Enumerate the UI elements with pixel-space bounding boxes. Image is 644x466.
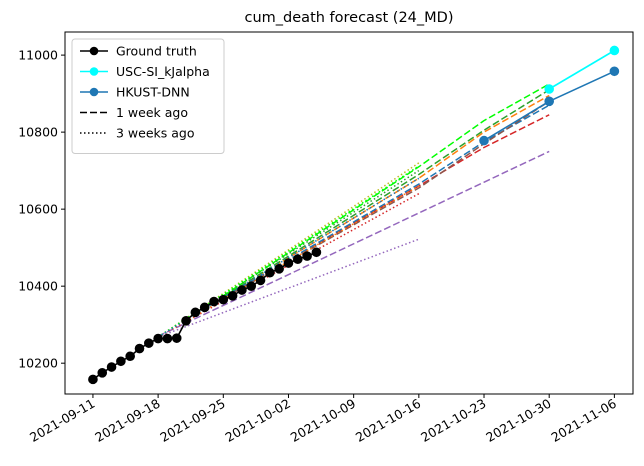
data-point (609, 45, 620, 56)
legend-label: 1 week ago (116, 105, 188, 120)
legend-label: USC-SI_kJalpha (116, 64, 210, 79)
y-tick-label: 10800 (18, 125, 58, 140)
data-point (134, 343, 145, 354)
data-point (162, 333, 173, 344)
series-line (222, 100, 550, 300)
data-point (106, 362, 117, 372)
legend-label: Ground truth (116, 44, 197, 59)
data-point (199, 302, 210, 313)
data-point (246, 281, 257, 291)
legend-marker (89, 87, 99, 97)
series-line (222, 83, 550, 297)
data-point (227, 290, 238, 301)
data-point (116, 356, 126, 367)
series-line (222, 94, 550, 299)
data-point (283, 258, 294, 268)
y-tick-label: 10400 (18, 279, 58, 294)
x-tick-label: 2021-09-25 (157, 396, 227, 445)
data-point (544, 84, 554, 94)
x-axis: 2021-09-112021-09-182021-09-252021-10-02… (27, 394, 619, 445)
y-tick-label: 10600 (18, 202, 58, 217)
legend-label: 3 weeks ago (116, 126, 195, 141)
x-tick-label: 2021-09-18 (92, 396, 162, 445)
data-point (181, 316, 191, 326)
chart-title: cum_death forecast (24_MD) (245, 10, 454, 26)
legend-marker (89, 67, 99, 76)
data-point (144, 338, 154, 348)
series-line (157, 177, 420, 338)
legend-label: HKUST-DNN (116, 85, 190, 100)
data-point (209, 296, 219, 307)
series-line (157, 238, 420, 338)
series-line (222, 104, 550, 299)
data-point (544, 96, 554, 107)
y-tick-label: 11000 (18, 48, 58, 63)
data-point (479, 135, 489, 146)
x-tick-label: 2021-10-09 (288, 396, 358, 445)
data-point (190, 307, 201, 318)
legend-marker (89, 46, 99, 56)
data-point (125, 351, 135, 362)
data-point (218, 294, 229, 305)
x-tick-label: 2021-09-11 (27, 396, 97, 445)
data-point (88, 374, 98, 385)
series-line (157, 150, 550, 337)
data-point (302, 251, 312, 261)
data-point (97, 368, 108, 378)
x-tick-label: 2021-10-02 (223, 396, 293, 445)
plot-frame (64, 31, 634, 395)
data-point (153, 333, 163, 344)
data-point (609, 66, 620, 77)
data-point (311, 247, 322, 258)
x-tick-label: 2021-10-30 (483, 396, 553, 445)
x-tick-label: 2021-11-06 (548, 396, 618, 445)
y-axis: 10200 10400 10600 10800 11000 (18, 48, 65, 371)
legend: Ground truth USC-SI_kJalpha HKUST-DNN 1 wee… (71, 38, 225, 154)
series-line (222, 89, 550, 298)
data-point (265, 267, 275, 278)
data-point (292, 254, 303, 265)
data-point (274, 264, 284, 274)
series-layer (88, 45, 620, 385)
legend-box (71, 38, 225, 154)
y-tick-label: 10200 (18, 356, 58, 371)
series-line (548, 49, 615, 90)
x-tick-label: 2021-10-23 (418, 396, 488, 445)
data-point (171, 333, 182, 343)
x-tick-label: 2021-10-16 (353, 396, 423, 445)
data-point (237, 285, 247, 295)
data-point (255, 275, 266, 286)
